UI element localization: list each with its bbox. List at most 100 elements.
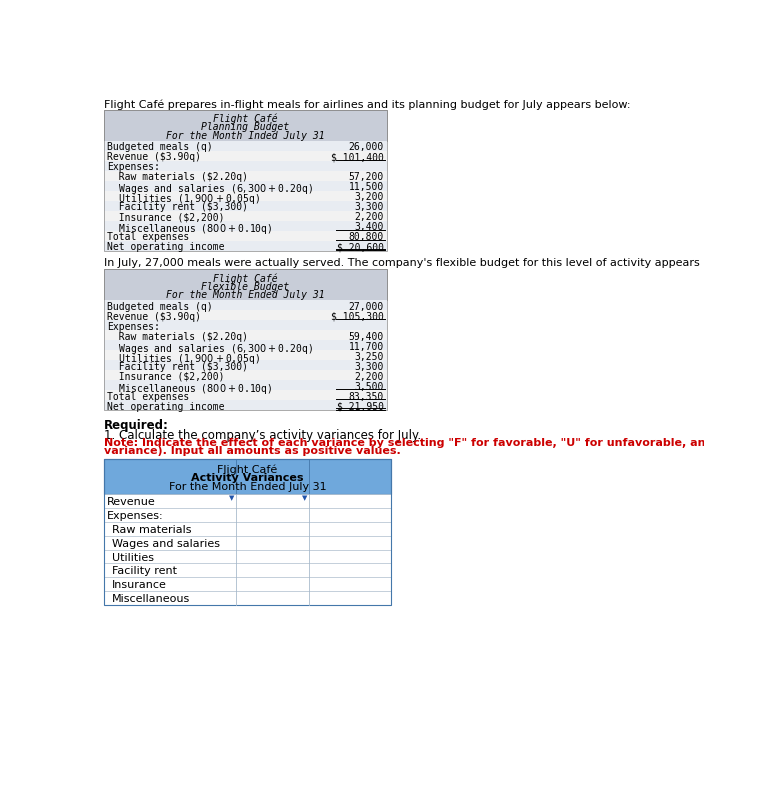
Bar: [104, 310, 387, 320]
Text: $ 105,300: $ 105,300: [331, 311, 384, 322]
Text: Budgeted meals (q): Budgeted meals (q): [107, 302, 213, 311]
Text: Insurance: Insurance: [112, 580, 167, 590]
Bar: [104, 522, 391, 536]
Text: 3,300: 3,300: [354, 202, 384, 212]
Text: Total expenses: Total expenses: [107, 232, 189, 242]
Bar: [104, 270, 387, 410]
Text: Budgeted meals (q): Budgeted meals (q): [107, 142, 213, 152]
Text: Net operating income: Net operating income: [107, 402, 224, 412]
Text: 3,400: 3,400: [354, 222, 384, 232]
Bar: [104, 563, 391, 578]
Text: 2,200: 2,200: [354, 212, 384, 222]
Bar: [104, 360, 387, 370]
Bar: [104, 494, 391, 508]
Text: Flight Café: Flight Café: [213, 273, 278, 284]
Bar: [104, 380, 387, 390]
Text: For the Month Inded July 31: For the Month Inded July 31: [166, 130, 325, 141]
Text: Revenue ($3.90q): Revenue ($3.90q): [107, 152, 201, 162]
Text: Utilities ($1,900 + $0.05q): Utilities ($1,900 + $0.05q): [107, 192, 260, 206]
Text: Facility rent ($3,300): Facility rent ($3,300): [107, 202, 248, 212]
Bar: [104, 270, 387, 300]
Text: $ 21,950: $ 21,950: [337, 402, 384, 412]
Text: For the Month Ended July 31: For the Month Ended July 31: [166, 290, 325, 300]
Text: Miscellaneous ($800 + $0.10q): Miscellaneous ($800 + $0.10q): [107, 222, 273, 236]
Text: 1. Calculate the company’s activity variances for July.: 1. Calculate the company’s activity vari…: [104, 429, 421, 442]
Text: 3,500: 3,500: [354, 382, 384, 392]
Text: 59,400: 59,400: [349, 332, 384, 342]
Text: Note: Indicate the effect of each variance by selecting "F" for favorable, "U" f: Note: Indicate the effect of each varian…: [104, 438, 782, 448]
Text: Facility rent: Facility rent: [112, 566, 177, 577]
Text: Utilities ($1,900 + $0.05q): Utilities ($1,900 + $0.05q): [107, 352, 260, 366]
Text: 83,350: 83,350: [349, 392, 384, 402]
Bar: [104, 170, 387, 181]
Bar: [104, 110, 387, 250]
Text: ▼: ▼: [229, 495, 234, 501]
Text: 27,000: 27,000: [349, 302, 384, 311]
Text: Flight Café: Flight Café: [213, 114, 278, 124]
Bar: [104, 241, 387, 250]
Text: For the Month Ended July 31: For the Month Ended July 31: [168, 482, 326, 492]
Bar: [104, 578, 391, 591]
Text: 3,250: 3,250: [354, 352, 384, 362]
Text: 26,000: 26,000: [349, 142, 384, 152]
Text: Miscellaneous ($800 + $0.10q): Miscellaneous ($800 + $0.10q): [107, 382, 273, 396]
Bar: [104, 390, 387, 400]
Text: Utilities: Utilities: [112, 553, 154, 562]
Bar: [104, 190, 387, 201]
Text: 57,200: 57,200: [349, 172, 384, 182]
Bar: [104, 300, 387, 310]
Text: Required:: Required:: [104, 419, 169, 432]
Bar: [104, 550, 391, 563]
Bar: [104, 370, 387, 380]
Text: Expenses:: Expenses:: [107, 162, 160, 172]
Text: 80,800: 80,800: [349, 232, 384, 242]
Bar: [104, 221, 387, 230]
Text: 11,700: 11,700: [349, 342, 384, 352]
Text: Raw materials ($2.20q): Raw materials ($2.20q): [107, 172, 248, 182]
Bar: [104, 340, 387, 350]
Bar: [104, 320, 387, 330]
Text: Revenue: Revenue: [107, 497, 156, 507]
Bar: [104, 508, 391, 522]
Bar: [104, 591, 391, 605]
Text: Activity Variances: Activity Variances: [191, 473, 303, 482]
Text: Raw materials ($2.20q): Raw materials ($2.20q): [107, 332, 248, 342]
Text: Raw materials: Raw materials: [112, 525, 192, 535]
Text: Wages and salaries ($6,300 + $0.20q): Wages and salaries ($6,300 + $0.20q): [107, 182, 313, 196]
Bar: [104, 210, 387, 221]
Text: 2,200: 2,200: [354, 372, 384, 382]
Text: Total expenses: Total expenses: [107, 392, 189, 402]
Text: Expenses:: Expenses:: [107, 322, 160, 332]
Text: $ 20,600: $ 20,600: [337, 242, 384, 252]
Bar: [104, 201, 387, 210]
Text: 11,500: 11,500: [349, 182, 384, 192]
Text: Wages and salaries ($6,300+ $0.20q): Wages and salaries ($6,300+ $0.20q): [107, 342, 313, 356]
Bar: [104, 458, 391, 605]
Bar: [104, 330, 387, 340]
Text: 3,200: 3,200: [354, 192, 384, 202]
Text: 3,300: 3,300: [354, 362, 384, 372]
Text: ▼: ▼: [303, 495, 308, 501]
Text: variance). Input all amounts as positive values.: variance). Input all amounts as positive…: [104, 446, 400, 456]
Bar: [104, 230, 387, 241]
Text: Miscellaneous: Miscellaneous: [112, 594, 190, 604]
Text: Expenses:: Expenses:: [107, 511, 163, 521]
Text: Revenue ($3.90q): Revenue ($3.90q): [107, 311, 201, 322]
Text: Flexible Budget: Flexible Budget: [201, 282, 289, 291]
Bar: [104, 458, 391, 494]
Bar: [104, 110, 387, 141]
Bar: [104, 400, 387, 410]
Bar: [104, 141, 387, 150]
Text: Insurance ($2,200): Insurance ($2,200): [107, 212, 224, 222]
Bar: [104, 350, 387, 360]
Text: Facility rent ($3,300): Facility rent ($3,300): [107, 362, 248, 372]
Text: Wages and salaries: Wages and salaries: [112, 538, 220, 549]
Text: $ 101,400: $ 101,400: [331, 152, 384, 162]
Text: Flight Café prepares in-flight meals for airlines and its planning budget for Ju: Flight Café prepares in-flight meals for…: [104, 99, 630, 110]
Text: Flight Café: Flight Café: [217, 464, 278, 474]
Bar: [104, 181, 387, 190]
Bar: [104, 150, 387, 161]
Text: In July, 27,000 meals were actually served. The company's flexible budget for th: In July, 27,000 meals were actually serv…: [104, 258, 739, 269]
Text: Insurance ($2,200): Insurance ($2,200): [107, 372, 224, 382]
Bar: [104, 161, 387, 170]
